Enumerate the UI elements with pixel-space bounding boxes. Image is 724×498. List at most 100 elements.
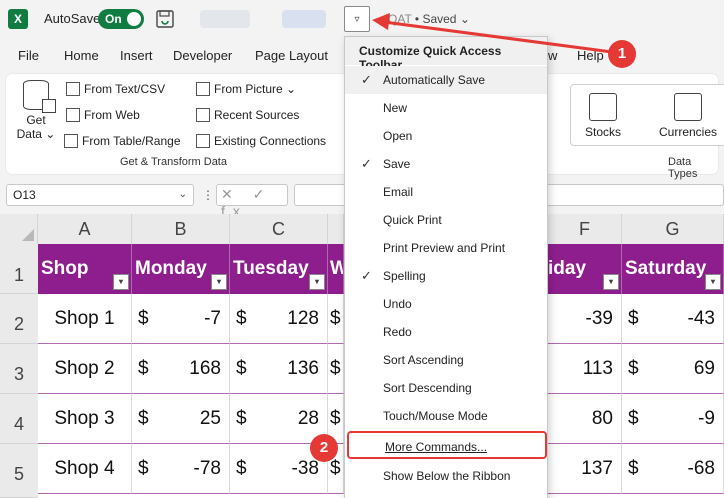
menu-item-new[interactable]: New — [345, 94, 547, 122]
cell-tuesday[interactable]: $128 — [230, 294, 328, 344]
autosave-toggle[interactable]: On — [98, 9, 144, 29]
menu-item-automatically-save[interactable]: ✓ Automatically Save — [345, 66, 547, 94]
column-header-f[interactable]: F — [548, 214, 622, 244]
document-title[interactable]: QAT • Saved ⌄ — [388, 12, 470, 26]
cell-saturday[interactable]: $ -68 — [622, 444, 724, 494]
toggle-knob — [127, 12, 141, 26]
column-header-g[interactable]: G — [622, 214, 724, 244]
recent-sources-button[interactable]: Recent Sources — [196, 108, 299, 122]
menu-item-print-preview[interactable]: Print Preview and Print — [345, 234, 547, 262]
column-header-c[interactable]: C — [230, 214, 328, 244]
row-header-3[interactable]: 3 — [0, 344, 38, 394]
row-header-2[interactable]: 2 — [0, 294, 38, 344]
name-box[interactable]: O13 ⌄ — [6, 184, 194, 206]
filter-dropdown-icon[interactable]: ▾ — [113, 274, 129, 290]
menu-item-spelling[interactable]: ✓ Spelling — [345, 262, 547, 290]
recent-sources-label: Recent Sources — [214, 108, 300, 122]
from-picture-button[interactable]: From Picture ⌄ — [196, 82, 296, 96]
tab-view[interactable]: w — [548, 48, 558, 63]
cell-shop[interactable]: Shop 3 — [38, 394, 132, 444]
currencies-button[interactable]: Currencies — [659, 93, 717, 139]
cell-monday[interactable]: $168 — [132, 344, 230, 394]
menu-item-open[interactable]: Open — [345, 122, 547, 150]
menu-item-show-below-ribbon[interactable]: Show Below the Ribbon — [345, 462, 547, 490]
menu-item-sort-descending[interactable]: Sort Descending — [345, 374, 547, 402]
header-cell-friday[interactable]: iday ▾ — [548, 244, 622, 294]
menu-item-quick-print[interactable]: Quick Print — [345, 206, 547, 234]
existing-connections-label: Existing Connections — [214, 134, 327, 148]
from-table-range-label: From Table/Range — [82, 134, 181, 148]
cell-tuesday[interactable]: $ -38 — [230, 444, 328, 494]
header-cell-tuesday[interactable]: Tuesday ▾ — [230, 244, 328, 294]
menu-item-label: Sort Descending — [383, 381, 472, 395]
cell-wednesday[interactable]: $ — [328, 294, 344, 344]
menu-item-label: Redo — [383, 325, 412, 339]
cell-friday[interactable]: -39 — [548, 294, 622, 344]
tab-home[interactable]: Home — [64, 48, 99, 63]
cell-saturday[interactable]: $ -9 — [622, 394, 724, 444]
customize-qat-button[interactable]: ▿ — [344, 6, 370, 32]
row-header-5[interactable]: 5 — [0, 444, 38, 498]
stocks-button[interactable]: Stocks — [585, 93, 621, 139]
cell-tuesday[interactable]: $136 — [230, 344, 328, 394]
chevron-down-icon[interactable]: ⌄ — [178, 189, 187, 200]
select-all-corner[interactable] — [0, 214, 38, 244]
tab-page-layout[interactable]: Page Layout — [255, 48, 329, 63]
check-icon: ✓ — [361, 156, 372, 171]
column-header-d[interactable] — [328, 214, 344, 244]
column-header-b[interactable]: B — [132, 214, 230, 244]
cell-shop[interactable]: Shop 4 — [38, 444, 132, 494]
row-header-4[interactable]: 4 — [0, 394, 38, 444]
menu-item-undo[interactable]: Undo — [345, 290, 547, 318]
get-data-button[interactable]: Get Data ⌄ — [16, 80, 56, 160]
tab-developer[interactable]: Developer — [173, 48, 233, 63]
tab-file[interactable]: File — [18, 48, 39, 63]
menu-item-sort-ascending[interactable]: Sort Ascending — [345, 346, 547, 374]
menu-item-more-commands[interactable]: More Commands... — [347, 431, 547, 459]
from-text-csv-button[interactable]: From Text/CSV — [66, 82, 165, 96]
doc-title-name: QAT — [388, 12, 412, 26]
cell-friday[interactable]: 113 — [548, 344, 622, 394]
cell-monday[interactable]: $ -7 — [132, 294, 230, 344]
existing-connections-button[interactable]: Existing Connections — [196, 134, 326, 148]
header-cell-wednesday[interactable]: W — [328, 244, 344, 294]
cell-wednesday[interactable]: $ — [328, 444, 344, 494]
cell-friday[interactable]: 80 — [548, 394, 622, 444]
cell-shop[interactable]: Shop 2 — [38, 344, 132, 394]
header-cell-saturday[interactable]: Saturday ▾ — [622, 244, 724, 294]
menu-item-label: Undo — [383, 297, 412, 311]
header-cell-shop[interactable]: Shop ▾ — [38, 244, 132, 294]
row-header-1[interactable]: 1 — [0, 244, 38, 294]
save-icon[interactable] — [155, 9, 175, 29]
cell-monday[interactable]: $ -78 — [132, 444, 230, 494]
cell-monday[interactable]: $25 — [132, 394, 230, 444]
cell-value: -39 — [585, 308, 613, 329]
column-header-a[interactable]: A — [38, 214, 132, 244]
menu-item-redo[interactable]: Redo — [345, 318, 547, 346]
cell-value: 25 — [199, 408, 221, 429]
menu-item-touch-mouse-mode[interactable]: Touch/Mouse Mode — [345, 402, 547, 430]
from-web-button[interactable]: From Web — [66, 108, 140, 122]
cell-tuesday[interactable]: $28 — [230, 394, 328, 444]
cell-saturday[interactable]: $69 — [622, 344, 724, 394]
currency-symbol: $ — [628, 308, 639, 329]
cell-wednesday[interactable]: $ — [328, 344, 344, 394]
currency-symbol: $ — [330, 408, 341, 429]
cell-friday[interactable]: 137 — [548, 444, 622, 494]
header-cell-monday[interactable]: Monday ▾ — [132, 244, 230, 294]
menu-item-email[interactable]: Email — [345, 178, 547, 206]
formula-bar-icons[interactable]: ✕ ✓ fx — [216, 184, 288, 219]
filter-dropdown-icon[interactable]: ▾ — [211, 274, 227, 290]
from-table-range-button[interactable]: From Table/Range — [64, 134, 181, 148]
tab-help[interactable]: Help — [577, 48, 604, 63]
tab-insert[interactable]: Insert — [120, 48, 153, 63]
connections-icon — [196, 134, 210, 148]
filter-dropdown-icon[interactable]: ▾ — [603, 274, 619, 290]
filter-dropdown-icon[interactable]: ▾ — [705, 274, 721, 290]
chevron-down-icon: ⌄ — [459, 12, 470, 26]
filter-dropdown-icon[interactable]: ▾ — [309, 274, 325, 290]
menu-item-save[interactable]: ✓ Save — [345, 150, 547, 178]
cell-shop[interactable]: Shop 1 — [38, 294, 132, 344]
cell-saturday[interactable]: $ -43 — [622, 294, 724, 344]
database-icon — [23, 80, 56, 113]
